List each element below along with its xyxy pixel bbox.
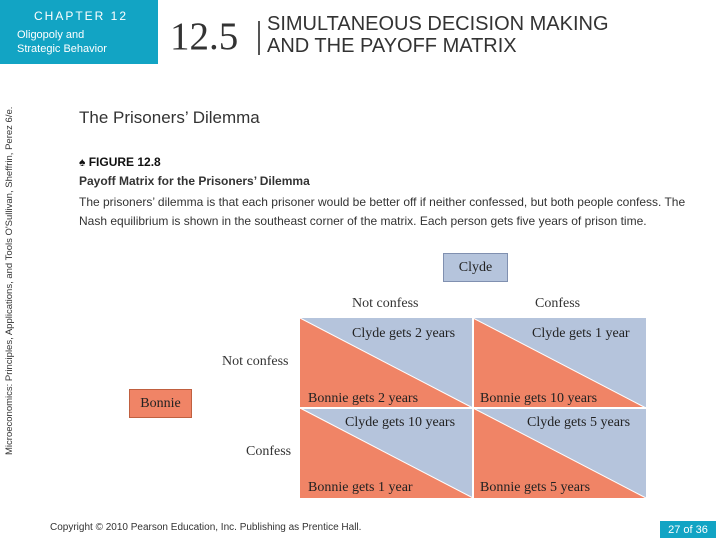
- payoff-c-c-bonnie: Bonnie gets 5 years: [480, 480, 590, 495]
- payoff-nc-c-clyde: Clyde gets 1 year: [532, 326, 630, 341]
- figure-label: ♠ FIGURE 12.8: [79, 155, 161, 169]
- page-indicator: 27 of 36: [660, 521, 716, 538]
- payoff-nc-nc-bonnie: Bonnie gets 2 years: [308, 391, 418, 406]
- payoff-c-nc-bonnie: Bonnie gets 1 year: [308, 480, 413, 495]
- bonnie-player-label: Bonnie: [129, 389, 192, 418]
- copyright-notice: Copyright © 2010 Pearson Education, Inc.…: [50, 522, 362, 533]
- payoff-matrix: Clyde gets 2 years Bonnie gets 2 years C…: [300, 318, 646, 498]
- cell-c-nc: Clyde gets 10 years Bonnie gets 1 year: [300, 407, 474, 498]
- chapter-subject-line2: Strategic Behavior: [17, 43, 107, 55]
- section-title-line2: AND THE PAYOFF MATRIX: [267, 35, 517, 57]
- col-label-confess: Confess: [535, 296, 581, 311]
- figure-subtitle: Payoff Matrix for the Prisoners’ Dilemma: [79, 174, 310, 188]
- chapter-label: CHAPTER 12: [34, 9, 129, 23]
- cell-nc-nc-diagonal: [300, 318, 474, 409]
- chapter-header: CHAPTER 12 Oligopoly and Strategic Behav…: [0, 0, 158, 64]
- chapter-subject-line1: Oligopoly and: [17, 29, 85, 41]
- col-label-not-confess: Not confess: [352, 296, 419, 311]
- chapter-subject: Oligopoly and Strategic Behavior: [17, 28, 107, 56]
- slide-heading: The Prisoners’ Dilemma: [79, 108, 260, 127]
- title-divider: [258, 21, 260, 55]
- section-title: SIMULTANEOUS DECISION MAKING AND THE PAY…: [267, 13, 609, 57]
- cell-c-c: Clyde gets 5 years Bonnie gets 5 years: [472, 407, 646, 498]
- cell-nc-c-diagonal: [472, 318, 646, 409]
- payoff-nc-c-bonnie: Bonnie gets 10 years: [480, 391, 597, 406]
- row-label-confess: Confess: [246, 444, 292, 459]
- figure-caption: The prisoners’ dilemma is that each pris…: [79, 195, 686, 228]
- book-citation: Microeconomics: Principles, Applications…: [4, 106, 15, 455]
- section-number: 12.5: [170, 15, 239, 58]
- cell-c-nc-diagonal: [300, 407, 474, 498]
- clyde-player-label: Clyde: [443, 253, 508, 282]
- cell-nc-c: Clyde gets 1 year Bonnie gets 10 years: [472, 318, 646, 409]
- payoff-c-c-clyde: Clyde gets 5 years: [527, 415, 630, 430]
- cell-c-c-diagonal: [472, 407, 646, 498]
- payoff-c-nc-clyde: Clyde gets 10 years: [345, 415, 455, 430]
- cell-nc-nc: Clyde gets 2 years Bonnie gets 2 years: [300, 318, 474, 409]
- payoff-nc-nc-clyde: Clyde gets 2 years: [352, 326, 455, 341]
- row-label-not-confess: Not confess: [222, 354, 289, 369]
- section-title-line1: SIMULTANEOUS DECISION MAKING: [267, 13, 609, 35]
